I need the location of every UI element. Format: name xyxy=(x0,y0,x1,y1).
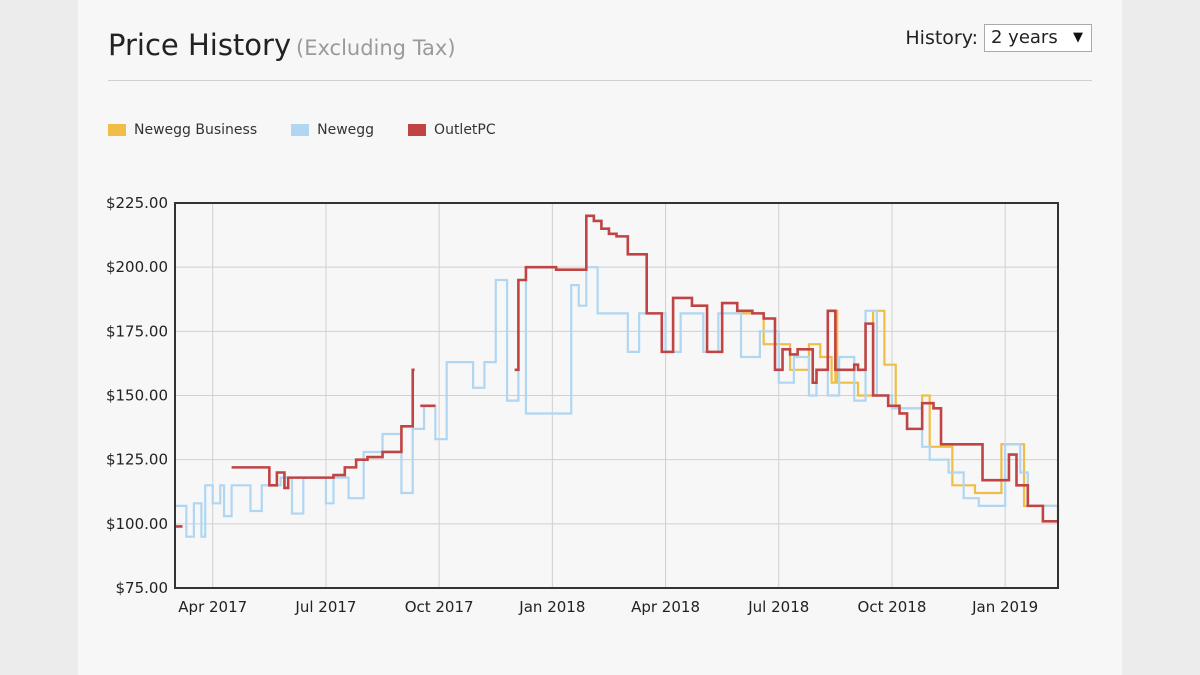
legend-item-outletpc[interactable]: OutletPC xyxy=(408,122,496,138)
y-tick-label: $75.00 xyxy=(116,579,169,597)
plot-frame xyxy=(174,202,1059,589)
legend-swatch-newegg-business xyxy=(108,124,126,136)
history-label: History: xyxy=(905,27,978,49)
legend-label-newegg: Newegg xyxy=(317,122,375,138)
legend-item-newegg-business[interactable]: Newegg Business xyxy=(108,122,257,138)
x-tick-label: Apr 2018 xyxy=(631,598,700,616)
y-tick-label: $200.00 xyxy=(106,258,168,276)
series-line-newegg-business xyxy=(733,309,1060,522)
legend-label-outletpc: OutletPC xyxy=(434,122,496,138)
x-tick-label: Jan 2019 xyxy=(971,598,1038,616)
x-tick-label: Jul 2017 xyxy=(294,598,356,616)
page-title: Price History xyxy=(108,28,292,62)
legend-swatch-outletpc xyxy=(408,124,427,136)
x-tick-label: Oct 2017 xyxy=(405,598,474,616)
y-tick-label: $175.00 xyxy=(106,322,168,340)
page-subtitle: (Excluding Tax) xyxy=(296,36,456,60)
chart-legend: Newegg Business Newegg OutletPC xyxy=(108,122,530,138)
header: Price History (Excluding Tax) History: 2… xyxy=(108,24,1092,81)
x-tick-label: Jul 2018 xyxy=(747,598,809,616)
y-tick-label: $100.00 xyxy=(106,515,168,533)
legend-label-newegg-business: Newegg Business xyxy=(134,122,258,138)
legend-item-newegg[interactable]: Newegg xyxy=(291,122,374,138)
legend-swatch-newegg xyxy=(291,124,310,136)
y-tick-label: $125.00 xyxy=(106,451,168,469)
x-tick-label: Jan 2018 xyxy=(518,598,585,616)
history-control: History: 2 years ▼ xyxy=(905,24,1092,52)
y-tick-label: $150.00 xyxy=(106,387,168,405)
series-line-outletpc xyxy=(175,214,1058,528)
y-tick-label: $225.00 xyxy=(106,194,168,212)
x-tick-label: Oct 2018 xyxy=(858,598,927,616)
history-select[interactable]: 2 years ▼ xyxy=(984,24,1092,52)
history-select-value: 2 years xyxy=(991,27,1058,48)
dropdown-arrow-icon: ▼ xyxy=(1073,30,1083,45)
x-tick-label: Apr 2017 xyxy=(178,598,247,616)
